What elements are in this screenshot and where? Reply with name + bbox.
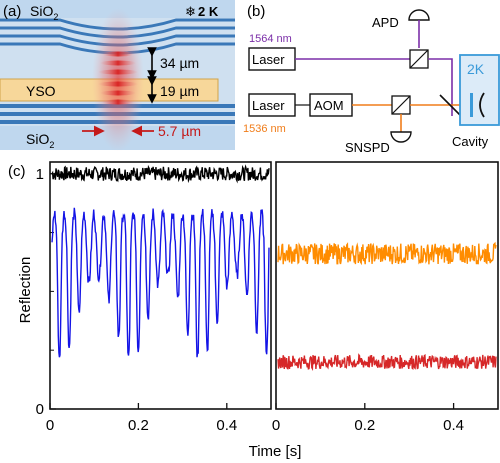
trace-panel2-series2 [277, 353, 497, 372]
wavelength-top-label: 1564 nm [249, 33, 292, 45]
apd-label: APD [372, 15, 399, 30]
panel-c: (c) 01 0 0.2 0.4 0 0.2 0.4 Reflection Time [s… [8, 161, 499, 460]
snspd-label: SNSPD [345, 140, 390, 155]
y-axis-ticks: 01 [36, 166, 56, 418]
x-tick-label: 0.2 [354, 417, 375, 434]
snspd-detector-icon [390, 131, 412, 143]
trace-panel1-series1 [51, 164, 270, 184]
cavity-mode-beam [92, 8, 144, 152]
apd-detector-icon [408, 9, 430, 21]
sio2-top-label: SiO2 [30, 3, 58, 22]
cryostat-box [459, 54, 500, 126]
chart-left-frame [49, 161, 272, 410]
laser-top-label: Laser [252, 52, 285, 67]
temperature-label: 2 K [198, 4, 219, 19]
panel-b: (b) APD Laser 1564 nm Laser AOM 1536 nm … [243, 3, 500, 155]
trace-panel1-series2 [51, 207, 270, 358]
panel-a: (a) SiO2 ❄ 2 K YSO SiO2 34 µm 19 µm 5.7 … [0, 0, 235, 152]
x-tick-label: 0.4 [443, 417, 464, 434]
panel-a-label: (a) [3, 3, 21, 20]
x-tick-label: 0.2 [128, 417, 149, 434]
chart-traces [51, 164, 497, 372]
y-tick-label: 1 [36, 166, 44, 183]
x-tick-label: 0 [46, 417, 54, 434]
panel-b-label: (b) [247, 3, 265, 20]
aom-label: AOM [314, 98, 344, 113]
chart-right-frame [275, 161, 499, 410]
cavity-mirror-flat-icon [470, 93, 473, 117]
gap-label: 34 µm [160, 55, 199, 71]
sio2-bottom-label: SiO2 [26, 131, 54, 150]
snowflake-icon: ❄ [185, 4, 196, 19]
x-tick-label: 0.4 [216, 417, 237, 434]
yso-thickness-label: 19 µm [160, 83, 199, 99]
trace-panel2-series1 [277, 241, 497, 266]
dichroic-mirror-icon [439, 94, 463, 118]
x-tick-label: 0 [272, 417, 280, 434]
x-axis-ticks: 0 0.2 0.4 0 0.2 0.4 [46, 403, 464, 434]
yso-label: YSO [26, 83, 56, 99]
cavity-label: Cavity [452, 134, 489, 149]
y-tick-label: 0 [36, 401, 44, 418]
x-axis-label: Time [s] [249, 443, 302, 460]
standing-wave-antinodes [98, 51, 138, 105]
cavity-mirror-curved-icon [479, 92, 485, 118]
panel-c-label: (c) [8, 163, 26, 180]
wavelength-bottom-label: 1536 nm [243, 123, 286, 135]
laser-bottom-label: Laser [252, 98, 285, 113]
y-axis-label: Reflection [17, 257, 34, 324]
cryostat-label: 2K [467, 61, 485, 77]
waist-label: 5.7 µm [158, 123, 201, 139]
